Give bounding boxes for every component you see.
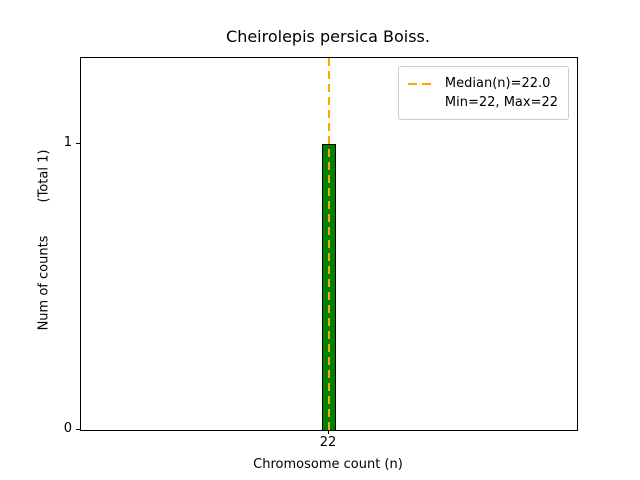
- legend-row-median: Median(n)=22.0: [407, 74, 558, 93]
- median-line-sample-icon: [407, 82, 436, 85]
- x-tick-label: 22: [319, 435, 337, 450]
- y-tick-label: 1: [63, 134, 72, 150]
- legend-minmax-label: Min=22, Max=22: [444, 95, 558, 110]
- x-axis-label: Chromosome count (n): [253, 457, 403, 472]
- y-tick-mark: [76, 429, 80, 430]
- x-tick-mark: [328, 430, 329, 434]
- y-tick-mark: [76, 142, 80, 144]
- legend-row-minmax: Min=22, Max=22: [408, 93, 558, 112]
- legend-sample-spacer: [408, 102, 436, 104]
- median-line: [328, 58, 330, 430]
- plot-area: Median(n)=22.0 Min=22, Max=22: [80, 57, 578, 431]
- y-tick-label: 0: [63, 421, 72, 436]
- legend-median-label: Median(n)=22.0: [444, 76, 551, 91]
- chart-title: Cheirolepis persica Boiss.: [226, 27, 430, 46]
- legend: Median(n)=22.0 Min=22, Max=22: [397, 66, 569, 120]
- y-axis-label: Num of counts (Total 1): [36, 149, 52, 331]
